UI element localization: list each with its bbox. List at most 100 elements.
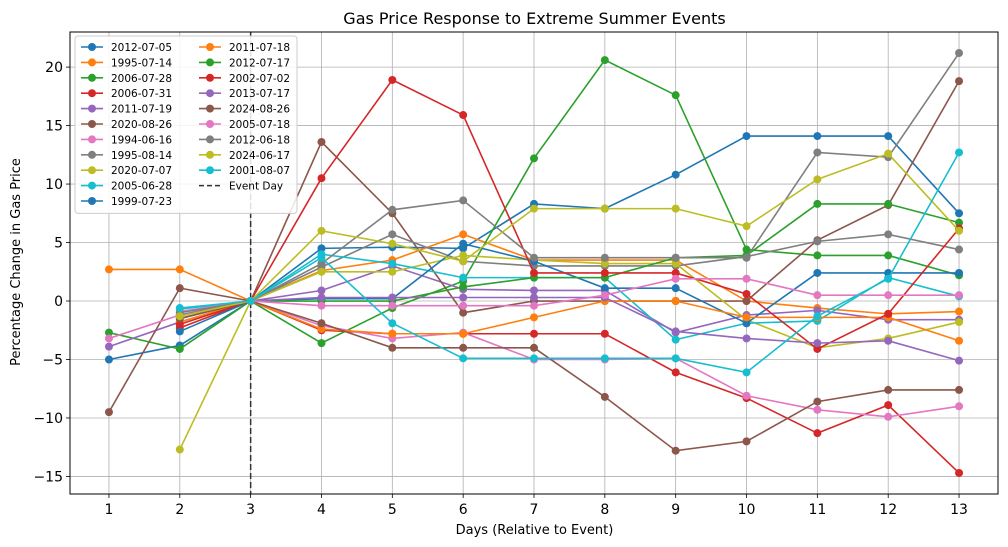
legend-label: 2006-07-31	[111, 88, 172, 100]
data-point	[884, 412, 893, 421]
legend-item: 2012-07-05	[81, 42, 172, 54]
data-point	[884, 251, 893, 260]
data-point	[742, 368, 751, 377]
data-point	[884, 132, 893, 141]
data-point	[671, 259, 680, 268]
legend-marker	[88, 150, 96, 159]
data-point	[317, 325, 326, 334]
data-point	[671, 335, 680, 344]
legend-item: 2006-07-28	[81, 73, 172, 85]
data-point	[671, 368, 680, 377]
legend-marker	[88, 135, 96, 144]
data-point	[884, 274, 893, 283]
data-point	[742, 132, 751, 141]
data-point	[175, 284, 184, 293]
data-point	[884, 336, 893, 345]
data-point	[600, 253, 609, 262]
legend: 2012-07-05 1995-07-14 2006-07-28 2006-07-31…	[74, 35, 298, 214]
data-point	[175, 344, 184, 353]
data-point	[175, 445, 184, 454]
series-line	[179, 152, 960, 374]
legend-marker	[206, 135, 214, 144]
data-point	[671, 268, 680, 277]
data-point	[955, 226, 964, 235]
data-point	[388, 267, 397, 276]
legend-label: 2001-08-07	[229, 165, 290, 177]
data-point	[388, 319, 397, 328]
data-point	[671, 354, 680, 363]
x-tick-label: 13	[950, 502, 968, 518]
data-point	[104, 334, 113, 343]
data-point	[459, 354, 468, 363]
legend-item: 2020-08-26	[81, 119, 172, 131]
legend-item: 2013-07-17	[199, 88, 290, 100]
series-line	[179, 152, 960, 317]
data-point	[813, 237, 822, 246]
data-point	[530, 329, 538, 338]
data-point	[459, 308, 468, 317]
data-point	[813, 429, 822, 438]
legend-marker	[88, 43, 96, 51]
data-point	[530, 343, 538, 352]
data-point	[317, 301, 326, 310]
data-point	[600, 56, 609, 65]
data-point	[884, 149, 893, 158]
data-point	[671, 253, 680, 262]
data-point	[530, 313, 538, 322]
legend-box	[74, 35, 298, 214]
legend-marker	[206, 89, 214, 98]
legend-marker	[206, 104, 214, 113]
data-point	[104, 265, 113, 274]
x-tick-label: 4	[317, 502, 326, 518]
legend-label: 2012-06-18	[229, 134, 290, 146]
data-point	[813, 132, 822, 141]
data-point	[388, 343, 397, 352]
legend-item: 2024-08-26	[199, 104, 290, 116]
data-point	[459, 257, 468, 266]
x-axis-ticks: 1 2 3 4 5 6 7 8 9 10 11 12 13	[105, 494, 968, 518]
data-point	[955, 148, 964, 157]
data-point	[742, 274, 751, 283]
legend-item: Event Day	[199, 181, 283, 193]
x-tick-label: 12	[879, 502, 897, 518]
data-point	[813, 397, 822, 406]
series-lines	[104, 49, 964, 477]
legend-item: 2002-07-02	[199, 73, 290, 85]
legend-marker	[88, 181, 96, 190]
series-line	[179, 300, 960, 452]
y-tick-label: 0	[54, 294, 63, 310]
data-point	[955, 268, 964, 277]
data-point	[955, 336, 964, 345]
legend-item: 1999-07-23	[81, 196, 172, 208]
legend-item: 2020-07-07	[81, 165, 172, 177]
data-point	[530, 154, 538, 163]
data-point	[459, 196, 468, 205]
legend-label: 2012-07-17	[229, 57, 290, 69]
legend-marker	[88, 166, 96, 175]
legend-item: 2012-07-17	[199, 57, 290, 69]
data-point	[317, 253, 326, 262]
legend-marker	[206, 43, 214, 51]
data-point	[600, 329, 609, 338]
data-point	[459, 111, 468, 120]
data-point	[317, 259, 326, 268]
legend-marker	[206, 150, 214, 159]
y-tick-label: −10	[33, 411, 63, 427]
legend-label: 2012-07-05	[111, 42, 172, 54]
data-point	[742, 297, 751, 306]
data-point	[600, 392, 609, 401]
data-point	[813, 312, 822, 321]
data-point	[813, 405, 822, 414]
data-point	[317, 293, 326, 302]
legend-marker	[88, 73, 96, 82]
data-point	[317, 244, 326, 253]
x-tick-label: 6	[459, 502, 468, 518]
legend-label: 2020-08-26	[111, 119, 172, 131]
data-point	[317, 137, 326, 146]
data-point	[742, 222, 751, 231]
data-point	[388, 293, 397, 302]
legend-marker	[206, 120, 214, 128]
data-point	[530, 286, 538, 295]
legend-marker	[206, 73, 214, 82]
data-point	[175, 327, 184, 336]
